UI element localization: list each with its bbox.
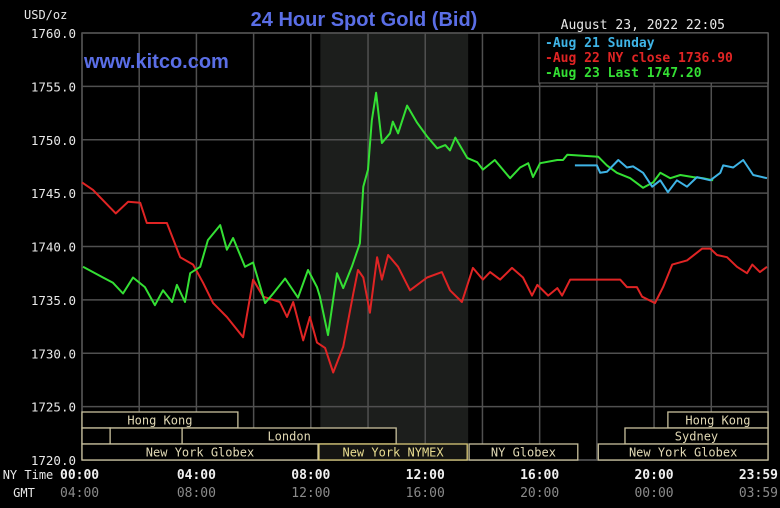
session-hong-kong: Hong Kong: [667, 411, 769, 429]
y-tick-label: 1720.0: [31, 453, 76, 468]
x-tick-label-gmt: 08:00: [177, 486, 216, 501]
grid: [81, 32, 769, 461]
session-box: [81, 427, 111, 445]
x-tick-label-ny: 20:00: [634, 468, 673, 483]
y-tick-label: 1760.0: [31, 26, 76, 41]
x-tick-label-ny: 16:00: [520, 468, 559, 483]
legend-label: Aug 21 Sunday: [553, 36, 655, 51]
y-tick-label: 1735.0: [31, 293, 76, 308]
chart-title: 24 Hour Spot Gold (Bid): [251, 9, 478, 31]
session-blank: [81, 427, 111, 445]
y-tick-label: 1750.0: [31, 133, 76, 148]
legend-entry-aug23: -Aug 23 Last 1747.20: [545, 66, 702, 81]
y-tick-label: 1755.0: [31, 79, 76, 94]
y-tick-label: 1730.0: [31, 346, 76, 361]
x-tick-label-gmt: 12:00: [291, 486, 330, 501]
y-tick-label: 1725.0: [31, 400, 76, 415]
series-lines: [81, 91, 768, 374]
legend: -Aug 21 Sunday-Aug 22 NY close 1736.90-A…: [538, 32, 769, 84]
x-tick-label-ny: 12:00: [406, 468, 445, 483]
legend-box: [538, 32, 769, 84]
x-tick-label-gmt: 04:00: [60, 486, 99, 501]
legend-marker: -: [545, 36, 553, 51]
session-label: Sydney: [675, 430, 718, 444]
watermark: www.kitco.com: [83, 51, 229, 73]
session-box: [318, 443, 468, 461]
session-hong-kong: Hong Kong: [81, 411, 239, 429]
timestamp: August 23, 2022 22:05: [561, 18, 725, 33]
session-new-york-globex: New York Globex: [81, 443, 319, 461]
x-row-label-gmt: GMT: [13, 486, 35, 500]
session-box: [81, 443, 319, 461]
trading-sessions: Hong Kong Hong Kong London Sydney New York G…: [81, 411, 769, 461]
session-ny-globex: NY Globex: [468, 443, 579, 461]
legend-entry-aug21: -Aug 21 Sunday: [545, 36, 655, 51]
session-box: [109, 427, 183, 445]
legend-marker: -: [545, 51, 553, 66]
session-label: New York Globex: [146, 446, 254, 460]
session-label: London: [267, 430, 310, 444]
x-tick-label-gmt: 03:59: [739, 486, 778, 501]
y-tick-label: 1740.0: [31, 240, 76, 255]
session-london: London: [181, 427, 397, 445]
session-label: New York Globex: [629, 446, 737, 460]
session-blank: [109, 427, 183, 445]
x-tick-label-gmt: 00:00: [634, 486, 673, 501]
x-tick-label-ny: 08:00: [291, 468, 330, 483]
session-sydney: Sydney: [624, 427, 769, 445]
session-label: Hong Kong: [685, 414, 750, 428]
x-tick-label-ny: 04:00: [177, 468, 216, 483]
session-box: [468, 443, 579, 461]
session-label: New York NYMEX: [342, 446, 444, 460]
series-line-aug22: [81, 181, 768, 374]
series-line-aug21: [574, 159, 768, 194]
x-row-label-ny: NY Time: [3, 468, 54, 482]
y-axis-unit: USD/oz: [24, 8, 67, 22]
y-tick-label: 1745.0: [31, 186, 76, 201]
legend-entry-aug22: -Aug 22 NY close 1736.90: [545, 51, 733, 66]
session-label: Hong Kong: [127, 414, 192, 428]
legend-label: Aug 23 Last 1747.20: [553, 66, 702, 81]
x-tick-label-gmt: 16:00: [406, 486, 445, 501]
session-label: NY Globex: [491, 446, 556, 460]
session-new-york-nymex: New York NYMEX: [318, 443, 468, 461]
series-line-aug23: [82, 91, 714, 337]
x-tick-label-ny: 23:59: [739, 468, 778, 483]
legend-marker: -: [545, 66, 553, 81]
session-new-york-globex: New York Globex: [597, 443, 769, 461]
x-tick-label-ny: 00:00: [60, 468, 99, 483]
axes: 1760.0 1755.0 1750.0 1745.0 1740.0 1735.0 1730…: [3, 26, 778, 501]
x-tick-label-gmt: 20:00: [520, 486, 559, 501]
session-box: [597, 443, 769, 461]
legend-label: Aug 22 NY close 1736.90: [553, 51, 733, 66]
